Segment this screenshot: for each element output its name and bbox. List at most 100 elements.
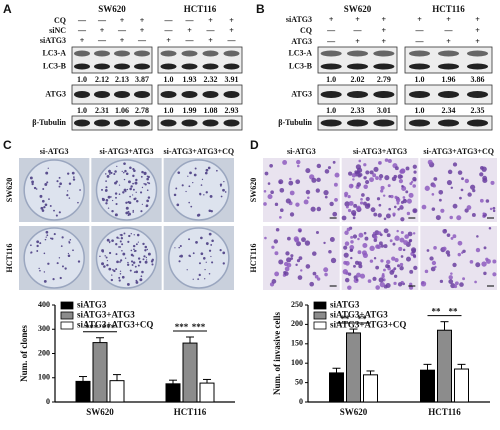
- invasive-cell: [348, 171, 353, 176]
- colony: [132, 174, 135, 178]
- colony: [123, 162, 126, 165]
- invasive-cell: [352, 216, 356, 220]
- y-tick-label: 0: [46, 397, 50, 406]
- invasive-cell: [304, 240, 311, 246]
- colony: [133, 234, 135, 236]
- colony: [125, 211, 129, 215]
- colony: [72, 178, 76, 181]
- colony: [31, 180, 34, 184]
- bar: [75, 380, 91, 403]
- bar: [437, 329, 452, 403]
- colony: [187, 175, 189, 177]
- invasive-cell: [334, 172, 340, 178]
- invasive-cell: [457, 240, 463, 246]
- colony: [40, 206, 44, 210]
- invasive-cell: [446, 179, 453, 186]
- legend-swatch: [60, 321, 74, 330]
- colony: [113, 269, 116, 273]
- invasive-cell: [353, 203, 358, 208]
- invasive-cell: [391, 176, 397, 182]
- blot-label: LC3-B: [289, 61, 313, 70]
- colony: [175, 187, 178, 190]
- invasive-cell: [412, 254, 417, 258]
- colony: [188, 254, 191, 257]
- colony: [180, 254, 183, 258]
- significance-label: **: [358, 314, 368, 324]
- invasive-cell: [440, 208, 445, 213]
- colony: [104, 189, 108, 192]
- blot-band: [373, 119, 395, 127]
- invasive-cell: [278, 179, 284, 185]
- invasive-cell: [447, 169, 453, 175]
- colony-plate: [23, 159, 85, 221]
- invasive-cell: [344, 191, 349, 196]
- blot-band: [346, 63, 369, 70]
- invasive-cell: [290, 254, 294, 258]
- colony: [30, 244, 32, 247]
- band-quantification: 2.13: [115, 75, 129, 84]
- colony: [119, 240, 122, 243]
- blot-label: LC3-A: [42, 48, 66, 57]
- colony: [58, 211, 61, 214]
- condition-sign: +: [475, 37, 480, 46]
- condition-sign: +: [355, 37, 360, 46]
- colony: [128, 234, 131, 238]
- blot-band: [202, 63, 219, 70]
- invasive-cell: [355, 278, 359, 281]
- colony: [135, 178, 138, 182]
- colony: [188, 238, 191, 241]
- colony: [61, 265, 64, 268]
- invasive-cell: [381, 274, 385, 279]
- colony: [135, 243, 138, 246]
- invasive-cell: [413, 209, 417, 213]
- column-header: si-ATG3+ATG3+CQ: [164, 147, 235, 156]
- invasive-cell: [393, 281, 397, 286]
- colony: [68, 182, 72, 185]
- blot-frame: [157, 84, 243, 105]
- colony: [47, 167, 49, 169]
- colony: [107, 195, 111, 199]
- colony: [67, 254, 71, 258]
- invasive-cell: [391, 256, 396, 261]
- colony: [220, 184, 222, 187]
- colony: [105, 256, 108, 259]
- invasive-cell: [372, 231, 376, 235]
- invasive-cell: [393, 267, 397, 271]
- invasive-cell: [347, 208, 352, 213]
- colony: [144, 183, 147, 186]
- colony: [151, 258, 154, 262]
- colony: [108, 267, 112, 271]
- invasive-cell: [398, 179, 404, 184]
- condition-label: ATG3: [291, 37, 312, 46]
- invasive-cell: [489, 207, 493, 211]
- invasive-cell: [345, 271, 349, 275]
- y-tick-label: 150: [291, 339, 303, 348]
- invasive-cell: [295, 263, 298, 267]
- colony: [55, 214, 58, 217]
- blot-band: [181, 91, 198, 98]
- invasive-cell: [278, 259, 284, 265]
- colony: [222, 262, 225, 265]
- colony: [143, 172, 147, 176]
- condition-sign: —: [185, 36, 195, 45]
- invasive-cell: [365, 180, 370, 185]
- colony: [145, 204, 149, 208]
- invasive-cell: [380, 244, 384, 248]
- colony: [108, 251, 112, 255]
- y-axis-title: Num. of clones: [19, 325, 29, 382]
- y-axis-title: Num. of invasive cells: [272, 312, 282, 395]
- colony: [146, 259, 148, 261]
- colony: [133, 271, 136, 273]
- colony: [115, 180, 118, 183]
- invasive-cell: [295, 202, 300, 207]
- condition-sign: +: [329, 15, 334, 24]
- colony: [101, 188, 103, 191]
- invasive-cell: [289, 190, 295, 196]
- invasive-cell: [399, 237, 405, 243]
- band-quantification: 1.0: [164, 75, 174, 84]
- colony: [146, 199, 149, 203]
- significance-label: ***: [102, 323, 116, 333]
- significance-label: ***: [192, 322, 206, 332]
- row-label: HCT116: [249, 244, 258, 273]
- invasive-cell: [327, 166, 332, 170]
